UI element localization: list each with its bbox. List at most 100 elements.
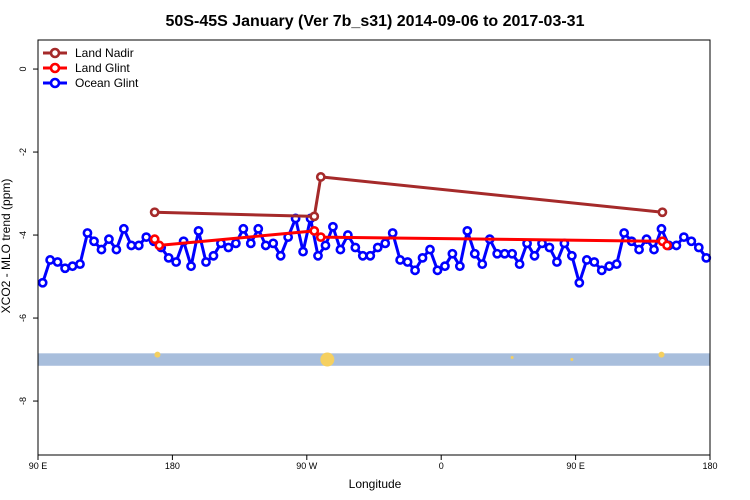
data-point-ocean-glint bbox=[650, 246, 657, 253]
data-point-ocean-glint bbox=[382, 240, 389, 247]
data-point-ocean-glint bbox=[494, 250, 501, 257]
series-line-land-nadir bbox=[155, 177, 663, 217]
band-marker bbox=[511, 356, 514, 359]
data-point-ocean-glint bbox=[76, 261, 83, 268]
data-point-land-glint bbox=[317, 234, 324, 241]
data-point-ocean-glint bbox=[240, 225, 247, 232]
data-point-ocean-glint bbox=[299, 248, 306, 255]
data-point-ocean-glint bbox=[658, 225, 665, 232]
data-point-ocean-glint bbox=[426, 246, 433, 253]
legend-item-ocean-glint: Ocean Glint bbox=[43, 76, 139, 90]
data-point-land-glint bbox=[663, 242, 670, 249]
data-point-ocean-glint bbox=[419, 254, 426, 261]
data-point-ocean-glint bbox=[232, 240, 239, 247]
data-point-ocean-glint bbox=[397, 256, 404, 263]
data-point-land-glint bbox=[156, 242, 163, 249]
data-point-ocean-glint bbox=[54, 258, 61, 265]
data-point-ocean-glint bbox=[225, 244, 232, 251]
data-point-ocean-glint bbox=[509, 250, 516, 257]
data-point-ocean-glint bbox=[703, 254, 710, 261]
data-point-ocean-glint bbox=[98, 246, 105, 253]
data-point-ocean-glint bbox=[135, 242, 142, 249]
band-marker bbox=[570, 358, 573, 361]
data-point-land-nadir bbox=[151, 209, 158, 216]
data-point-ocean-glint bbox=[449, 250, 456, 257]
data-point-ocean-glint bbox=[113, 246, 120, 253]
y-tick-label: -4 bbox=[18, 231, 28, 239]
data-point-ocean-glint bbox=[531, 252, 538, 259]
y-axis-label: XCO2 - MLO trend (ppm) bbox=[0, 179, 13, 314]
data-point-ocean-glint bbox=[322, 242, 329, 249]
data-point-ocean-glint bbox=[441, 263, 448, 270]
data-point-ocean-glint bbox=[583, 256, 590, 263]
band-marker bbox=[320, 353, 334, 367]
data-point-ocean-glint bbox=[635, 246, 642, 253]
data-point-ocean-glint bbox=[374, 244, 381, 251]
data-point-ocean-glint bbox=[389, 229, 396, 236]
data-point-ocean-glint bbox=[546, 244, 553, 251]
legend-item-land-glint: Land Glint bbox=[43, 61, 130, 75]
data-point-ocean-glint bbox=[47, 256, 54, 263]
data-point-ocean-glint bbox=[434, 267, 441, 274]
x-tick-label: 90 W bbox=[296, 461, 318, 471]
data-point-ocean-glint bbox=[165, 254, 172, 261]
y-tick-label: -6 bbox=[18, 314, 28, 322]
series-land-nadir bbox=[151, 173, 666, 220]
data-point-ocean-glint bbox=[187, 263, 194, 270]
data-point-ocean-glint bbox=[471, 250, 478, 257]
data-point-ocean-glint bbox=[695, 244, 702, 251]
data-point-ocean-glint bbox=[501, 250, 508, 257]
data-point-ocean-glint bbox=[456, 263, 463, 270]
x-tick-label: 0 bbox=[439, 461, 444, 471]
chart-title: 50S-45S January (Ver 7b_s31) 2014-09-06 … bbox=[166, 13, 585, 30]
legend-swatch-marker bbox=[51, 49, 59, 57]
data-point-ocean-glint bbox=[591, 258, 598, 265]
data-point-ocean-glint bbox=[143, 234, 150, 241]
data-point-ocean-glint bbox=[688, 238, 695, 245]
data-point-ocean-glint bbox=[128, 242, 135, 249]
data-point-ocean-glint bbox=[105, 236, 112, 243]
data-coverage-band bbox=[38, 353, 710, 365]
data-point-ocean-glint bbox=[202, 258, 209, 265]
data-point-land-glint bbox=[311, 227, 318, 234]
x-tick-label: 180 bbox=[702, 461, 717, 471]
data-point-ocean-glint bbox=[673, 242, 680, 249]
legend-item-land-nadir: Land Nadir bbox=[43, 46, 134, 60]
data-point-ocean-glint bbox=[337, 246, 344, 253]
data-point-ocean-glint bbox=[210, 252, 217, 259]
x-axis-label: Longitude bbox=[349, 477, 402, 491]
data-point-ocean-glint bbox=[39, 279, 46, 286]
data-point-ocean-glint bbox=[262, 242, 269, 249]
band-marker bbox=[154, 352, 160, 358]
legend-swatch-marker bbox=[51, 64, 59, 72]
y-axis: 0 -2 -4 -6 -8 bbox=[18, 67, 38, 406]
series-layer bbox=[39, 173, 710, 286]
x-tick-label: 90 E bbox=[566, 461, 585, 471]
data-point-land-nadir bbox=[311, 213, 318, 220]
data-point-ocean-glint bbox=[84, 229, 91, 236]
data-point-ocean-glint bbox=[479, 261, 486, 268]
data-point-ocean-glint bbox=[69, 263, 76, 270]
data-point-ocean-glint bbox=[61, 265, 68, 272]
data-point-land-nadir bbox=[659, 209, 666, 216]
data-point-ocean-glint bbox=[404, 258, 411, 265]
data-point-ocean-glint bbox=[613, 261, 620, 268]
legend-label: Land Glint bbox=[75, 61, 130, 75]
legend-swatch-marker bbox=[51, 79, 59, 87]
data-point-ocean-glint bbox=[277, 252, 284, 259]
data-point-ocean-glint bbox=[270, 240, 277, 247]
data-point-ocean-glint bbox=[195, 227, 202, 234]
data-point-ocean-glint bbox=[352, 244, 359, 251]
y-tick-label: -8 bbox=[18, 397, 28, 405]
legend-label: Land Nadir bbox=[75, 46, 134, 60]
y-tick-label: -2 bbox=[18, 148, 28, 156]
data-point-ocean-glint bbox=[680, 234, 687, 241]
data-point-ocean-glint bbox=[411, 267, 418, 274]
y-tick-label: 0 bbox=[18, 67, 28, 72]
data-point-ocean-glint bbox=[120, 225, 127, 232]
data-point-ocean-glint bbox=[464, 227, 471, 234]
data-point-ocean-glint bbox=[516, 261, 523, 268]
band-marker bbox=[658, 352, 664, 358]
data-point-ocean-glint bbox=[553, 258, 560, 265]
